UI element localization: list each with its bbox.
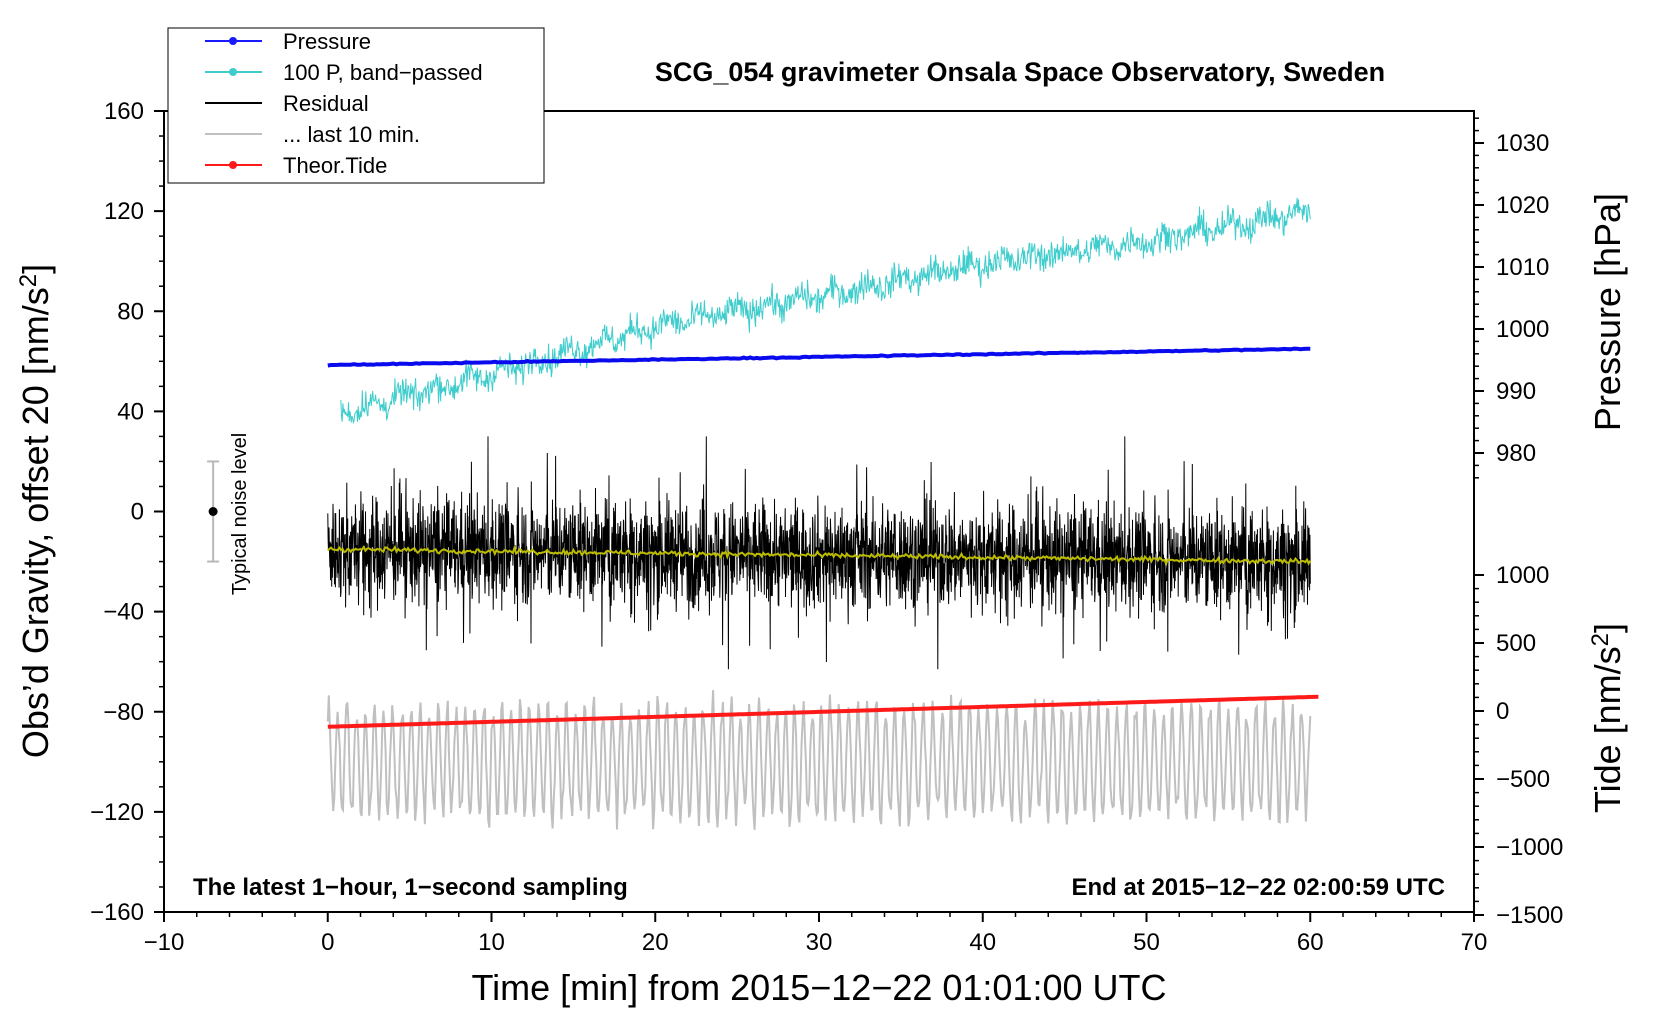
x-tick-label: 10 [478,929,505,956]
tide-tick-label: 0 [1496,698,1509,725]
legend-marker [229,161,237,169]
tide-tick-label: −500 [1496,766,1550,793]
x-tick-label: −10 [144,929,185,956]
pressure-tick-label: 1010 [1496,254,1549,281]
x-tick-label: 30 [806,929,833,956]
legend-label: Pressure [283,29,371,54]
y-tick-label: 0 [131,499,144,526]
legend-label: ... last 10 min. [283,122,420,147]
x-tick-label: 50 [1133,929,1160,956]
legend-box [167,27,545,184]
y-axis-title-pressure: Pressure [hPa] [1587,193,1628,431]
series-residual-smoothed [327,544,1312,567]
legend-label: 100 P, band−passed [283,60,483,85]
y-tick-label: 160 [104,98,144,125]
pressure-tick-label: 990 [1496,378,1536,405]
series-last-10-min [326,690,1312,830]
legend-label: Theor.Tide [283,153,387,178]
x-tick-label: 60 [1297,929,1324,956]
tide-tick-label: 500 [1496,630,1536,657]
annotation-left: The latest 1−hour, 1−second sampling [193,874,628,901]
x-tick-label: 70 [1461,929,1488,956]
noise-level-center-dot [208,507,218,516]
pressure-tick-label: 1020 [1496,192,1549,219]
legend: Pressure 100 P, band−passed Residual ... la… [167,27,545,184]
tide-tick-label: −1000 [1496,834,1563,861]
annotation-right: End at 2015−12−22 02:00:59 UTC [1071,874,1445,901]
series-residual [327,436,1311,670]
legend-marker [229,68,237,76]
y-tick-label: −80 [103,699,144,726]
legend-label: Residual [283,91,369,116]
tide-tick-label: 1000 [1496,562,1549,589]
series-band-passed-pressure [340,197,1311,425]
y-axis-title-tide: Tide [nm/s2] [1587,623,1628,813]
tide-tick-label: −1500 [1496,902,1563,929]
y-tick-label: −160 [90,899,144,926]
series-theoretical-tide [327,694,1319,729]
legend-marker [229,37,237,45]
pressure-tick-label: 1000 [1496,316,1549,343]
y-tick-label: −40 [103,599,144,626]
y-tick-label: 120 [104,198,144,225]
noise-level-label: Typical noise level [229,433,251,595]
x-tick-label: 40 [969,929,996,956]
series-pressure [327,346,1311,368]
x-tick-label: 0 [321,929,334,956]
pressure-tick-label: 980 [1496,440,1536,467]
y-tick-label: 80 [117,298,144,325]
y-tick-label: 40 [117,398,144,425]
y-axis-title-left: Obs’d Gravity, offset 20 [nm/s2] [15,264,56,758]
x-axis-title: Time [min] from 2015−12−22 01:01:00 UTC [471,967,1166,1008]
pressure-tick-label: 1030 [1496,130,1549,157]
y-tick-label: −120 [90,799,144,826]
x-tick-label: 20 [642,929,669,956]
chart-title: SCG_054 gravimeter Onsala Space Observat… [655,57,1385,87]
